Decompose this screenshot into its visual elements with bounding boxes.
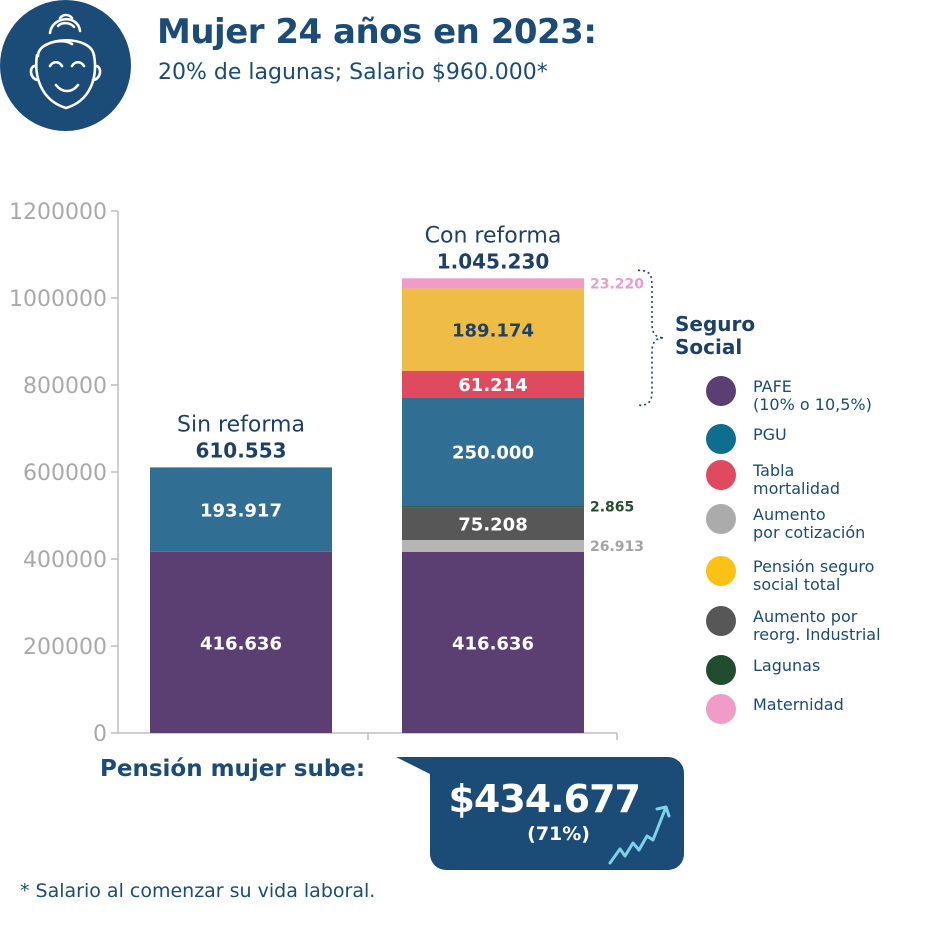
bar-category-label: Sin reforma — [177, 412, 305, 437]
bar-segment — [402, 551, 584, 733]
data-label: 189.174 — [452, 321, 534, 342]
legend-label: PAFE (10% o 10,5%) — [753, 377, 872, 414]
seguro-social-brace — [637, 269, 665, 407]
y-tick-label: 200000 — [23, 635, 107, 660]
trending-up-arrow-icon — [608, 805, 671, 865]
data-label: 75.208 — [458, 515, 527, 536]
bar-total-label: 610.553 — [195, 438, 286, 462]
y-tick-label: 600000 — [23, 461, 107, 486]
legend-label: PGU — [753, 425, 787, 444]
legend-swatch — [706, 694, 736, 724]
bar-segment — [402, 370, 584, 398]
footnote: * Salario al comenzar su vida laboral. — [20, 880, 376, 902]
data-label: 416.636 — [452, 633, 534, 654]
legend-label: Aumento por reorg. Industrial — [753, 607, 881, 644]
bar-segment — [402, 507, 584, 541]
pension-increase-callout: $434.677 (71%) — [396, 757, 684, 870]
seguro-social-annotation: Seguro — [675, 312, 755, 336]
legend-swatch — [706, 504, 736, 534]
seguro-social-annotation: Social — [675, 335, 742, 359]
bar-segment — [402, 278, 584, 289]
data-label: 26.913 — [590, 539, 644, 555]
data-label: 61.214 — [458, 375, 527, 396]
callout-label: Pensión mujer sube: — [100, 756, 366, 782]
data-label: 416.636 — [200, 633, 282, 654]
y-tick-label: 1000000 — [9, 287, 107, 312]
chart-title: Mujer 24 años en 2023: — [157, 12, 597, 52]
woman-face-icon — [0, 0, 131, 131]
y-tick-label: 0 — [93, 722, 107, 747]
callout-pointer — [396, 757, 456, 787]
bar-segment — [150, 551, 332, 733]
bar-segment — [402, 288, 584, 371]
y-tick-label: 1200000 — [9, 200, 107, 225]
legend-label: Maternidad — [753, 695, 844, 714]
legend-label: Pensión seguro social total — [753, 557, 875, 594]
callout-amount: $434.677 — [448, 777, 641, 821]
bar-segment — [150, 467, 332, 552]
y-tick-label: 800000 — [23, 374, 107, 399]
bar-segment — [402, 397, 584, 507]
legend-label: Lagunas — [753, 656, 821, 675]
legend-swatch — [706, 556, 736, 586]
legend-swatch — [706, 655, 736, 685]
chart-subtitle: 20% de lagunas; Salario $960.000* — [158, 60, 548, 85]
callout-percent: (71%) — [527, 823, 590, 845]
data-label: 250.000 — [452, 443, 534, 464]
bar-segment — [402, 540, 584, 552]
bar-segment — [402, 506, 584, 508]
legend-swatch — [706, 606, 736, 636]
bar-category-label: Con reforma — [425, 223, 562, 248]
data-label: 23.220 — [590, 276, 644, 292]
legend-label: Aumento por cotización — [753, 505, 866, 542]
data-label: 193.917 — [200, 501, 282, 522]
legend-swatch — [706, 424, 736, 454]
bar-total-label: 1.045.230 — [437, 249, 550, 273]
legend-swatch — [706, 376, 736, 406]
legend-label: Tabla mortalidad — [753, 461, 841, 498]
data-label: 2.865 — [590, 500, 634, 516]
legend-swatch — [706, 460, 736, 490]
y-tick-label: 400000 — [23, 548, 107, 573]
